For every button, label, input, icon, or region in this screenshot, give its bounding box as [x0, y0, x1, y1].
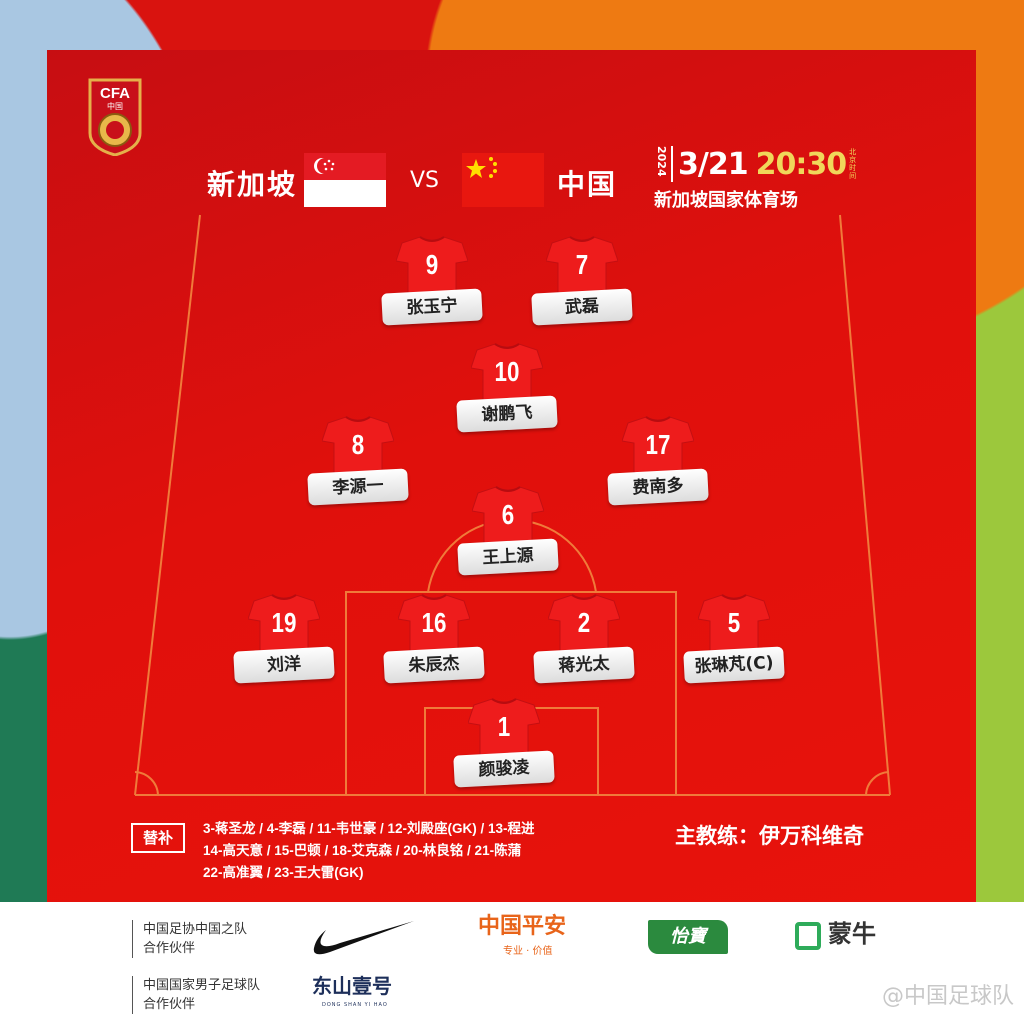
- pingan-slogan: 专业 · 价值: [503, 946, 553, 957]
- nike-logo: [313, 921, 414, 955]
- player-card: 16 朱辰杰: [379, 593, 489, 684]
- player-card: 7 武磊: [527, 235, 637, 326]
- jersey-number: 8: [351, 429, 365, 460]
- player-name: 张玉宁: [381, 288, 483, 326]
- jersey-number: 5: [727, 607, 741, 638]
- jersey-icon: [398, 594, 470, 658]
- substitutes-label: 替补: [131, 823, 185, 853]
- player-card: 6 王上源: [453, 485, 563, 576]
- player-name: 蒋光太: [533, 646, 635, 684]
- substitutes-line: 3-蒋圣龙 / 4-李磊 / 11-韦世豪 / 12-刘殿座(GK) / 13-…: [203, 821, 535, 836]
- svg-text:中国: 中国: [107, 101, 123, 111]
- player-card: 19 刘洋: [229, 593, 339, 684]
- svg-text:CFA: CFA: [100, 85, 130, 102]
- cfa-logo: CFA 中国: [88, 78, 142, 156]
- partner-label-line: 中国国家男子足球队: [143, 978, 261, 993]
- home-team: 新加坡: [207, 168, 298, 201]
- player-name: 武磊: [531, 288, 633, 326]
- dongshan-logo: 东山壹号: [312, 974, 392, 998]
- partner-label-line: 合作伙伴: [143, 941, 196, 956]
- jersey-icon: [548, 594, 620, 658]
- mengniu-icon: [795, 922, 821, 950]
- substitutes-line: 22-高准翼 / 23-王大雷(GK): [203, 865, 364, 880]
- time-zone: 北京时间: [849, 148, 857, 180]
- jersey-number: 17: [645, 429, 671, 460]
- mengniu-logo: 蒙牛: [828, 920, 876, 948]
- partner-label-1: 中国足协中国之队 合作伙伴: [132, 920, 247, 958]
- head-coach: 主教练：伊万科维奇: [675, 824, 864, 848]
- jersey-number: 19: [271, 607, 297, 638]
- match-datetime: 2024 3/21 20:30 北京时间: [655, 146, 859, 182]
- player-card: 17 费南多: [603, 415, 713, 506]
- jersey-icon: [248, 594, 320, 658]
- jersey-icon: [546, 236, 618, 300]
- yibao-logo: 怡寶: [648, 920, 728, 954]
- jersey-icon: [471, 343, 543, 407]
- player-card: 1 颜骏凌: [449, 697, 559, 788]
- player-name: 张琳芃(C): [683, 646, 785, 684]
- dongshan-sub: DONG SHAN YI HAO: [322, 1002, 388, 1008]
- player-name: 谢鹏飞: [456, 395, 558, 433]
- sponsor-footer: 中国足协中国之队 合作伙伴 中国国家男子足球队 合作伙伴 中国平安 专业 · 价…: [0, 902, 1024, 1024]
- jersey-number: 9: [425, 249, 439, 280]
- china-flag-icon: [462, 153, 544, 207]
- substitutes-line: 14-高天意 / 15-巴顿 / 18-艾克森 / 20-林良铭 / 21-陈蒲: [203, 843, 522, 858]
- player-name: 颜骏凌: [453, 750, 555, 788]
- jersey-number: 6: [501, 499, 515, 530]
- venue: 新加坡国家体育场: [654, 190, 798, 211]
- jersey-number: 1: [497, 711, 511, 742]
- player-name: 费南多: [607, 468, 709, 506]
- jersey-icon: [322, 416, 394, 480]
- jersey-icon: [622, 416, 694, 480]
- weibo-watermark: @中国足球队: [881, 984, 1014, 1009]
- jersey-icon: [472, 486, 544, 550]
- player-name: 王上源: [457, 538, 559, 576]
- jersey-number: 2: [577, 607, 591, 638]
- player-card: 9 张玉宁: [377, 235, 487, 326]
- partner-label-line: 合作伙伴: [143, 997, 196, 1012]
- partner-label-2: 中国国家男子足球队 合作伙伴: [132, 976, 260, 1014]
- vs-label: VS: [410, 168, 440, 193]
- player-name: 李源一: [307, 468, 409, 506]
- year: 2024: [655, 146, 673, 182]
- match-date: 3/21: [678, 146, 749, 182]
- jersey-number: 10: [494, 356, 520, 387]
- match-time: 20:30: [755, 146, 847, 182]
- away-team: 中国: [557, 168, 618, 201]
- player-card: 8 李源一: [303, 415, 413, 506]
- jersey-icon: [468, 698, 540, 762]
- pingan-logo: 中国平安: [478, 914, 567, 939]
- jersey-icon: [396, 236, 468, 300]
- player-card: 10 谢鹏飞: [452, 342, 562, 433]
- player-name: 刘洋: [233, 646, 335, 684]
- player-card: 5 张琳芃(C): [679, 593, 789, 684]
- substitutes-list: 3-蒋圣龙 / 4-李磊 / 11-韦世豪 / 12-刘殿座(GK) / 13-…: [203, 818, 535, 884]
- jersey-number: 7: [575, 249, 589, 280]
- player-name: 朱辰杰: [383, 646, 485, 684]
- partner-label-line: 中国足协中国之队: [143, 922, 248, 937]
- player-card: 2 蒋光太: [529, 593, 639, 684]
- jersey-icon: [698, 594, 770, 658]
- singapore-flag-icon: [304, 153, 386, 207]
- jersey-number: 16: [421, 607, 447, 638]
